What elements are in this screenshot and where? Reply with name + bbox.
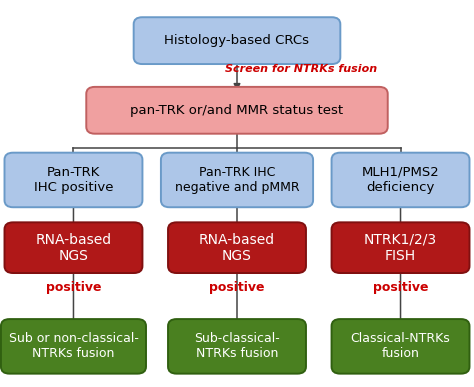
FancyBboxPatch shape	[331, 152, 469, 207]
Text: Sub-classical-
NTRKs fusion: Sub-classical- NTRKs fusion	[194, 332, 280, 360]
FancyBboxPatch shape	[4, 222, 142, 273]
Text: Pan-TRK
IHC positive: Pan-TRK IHC positive	[34, 166, 113, 194]
FancyBboxPatch shape	[86, 87, 388, 134]
Text: MLH1/PMS2
deficiency: MLH1/PMS2 deficiency	[362, 166, 439, 194]
Text: Classical-NTRKs
fusion: Classical-NTRKs fusion	[351, 332, 450, 360]
Text: positive: positive	[209, 281, 265, 295]
Text: pan-TRK or/and MMR status test: pan-TRK or/and MMR status test	[130, 104, 344, 117]
FancyBboxPatch shape	[331, 319, 469, 374]
Text: Pan-TRK IHC
negative and pMMR: Pan-TRK IHC negative and pMMR	[175, 166, 299, 194]
Text: RNA-based
NGS: RNA-based NGS	[199, 233, 275, 263]
FancyBboxPatch shape	[4, 152, 142, 207]
FancyBboxPatch shape	[134, 17, 340, 64]
FancyBboxPatch shape	[161, 152, 313, 207]
Text: RNA-based
NGS: RNA-based NGS	[36, 233, 111, 263]
Text: positive: positive	[373, 281, 428, 295]
FancyBboxPatch shape	[1, 319, 146, 374]
FancyBboxPatch shape	[168, 222, 306, 273]
Text: NTRK1/2/3
FISH: NTRK1/2/3 FISH	[364, 233, 437, 263]
Text: Screen for NTRKs fusion: Screen for NTRKs fusion	[225, 64, 377, 74]
FancyBboxPatch shape	[331, 222, 469, 273]
Text: positive: positive	[46, 281, 101, 295]
Text: Histology-based CRCs: Histology-based CRCs	[164, 34, 310, 47]
Text: Sub or non-classical-
NTRKs fusion: Sub or non-classical- NTRKs fusion	[9, 332, 138, 360]
FancyBboxPatch shape	[168, 319, 306, 374]
